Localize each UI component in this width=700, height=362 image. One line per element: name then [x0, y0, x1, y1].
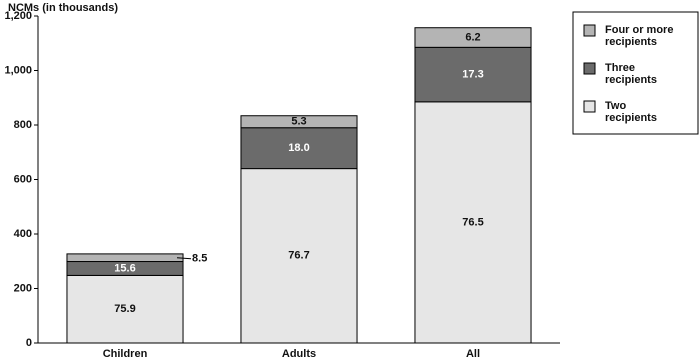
- x-tick-label: Adults: [282, 348, 316, 360]
- bar-segment: [414, 27, 532, 48]
- y-tick-label: 600: [14, 173, 32, 185]
- data-label: 6.2: [465, 31, 480, 43]
- legend-swatch: [583, 62, 596, 75]
- y-tick-label: 1,200: [4, 10, 32, 22]
- bar-segment: [240, 168, 358, 344]
- legend-swatch: [583, 100, 596, 113]
- x-tick-label: Children: [103, 348, 148, 360]
- y-tick-label: 200: [14, 282, 32, 294]
- y-axis-title: NCMs (in thousands): [8, 2, 118, 14]
- y-tick-label: 400: [14, 228, 32, 240]
- data-label: 8.5: [192, 253, 207, 265]
- data-label: 15.6: [114, 262, 135, 274]
- data-label: 5.3: [291, 116, 306, 128]
- bar-segment: [66, 274, 184, 344]
- y-tick-label: 800: [14, 119, 32, 131]
- label-leader: [176, 257, 192, 260]
- legend-swatch: [583, 24, 596, 37]
- data-label: 17.3: [462, 68, 483, 80]
- legend-label: Four or more recipients: [605, 24, 673, 48]
- bar-segment: [240, 115, 358, 129]
- bar-segment: [240, 127, 358, 170]
- legend-label: Two recipients: [605, 100, 657, 124]
- y-tick-label: 1,000: [4, 64, 32, 76]
- x-tick-label: All: [466, 348, 480, 360]
- bar-segment: [414, 46, 532, 103]
- data-label: 76.7: [288, 250, 309, 262]
- bar-segment: [66, 253, 184, 263]
- data-label: 75.9: [114, 303, 135, 315]
- bar-segment: [414, 101, 532, 344]
- data-label: 18.0: [288, 142, 309, 154]
- y-tick-label: 0: [26, 337, 32, 349]
- legend-label: Three recipients: [605, 62, 657, 86]
- data-label: 76.5: [462, 216, 483, 228]
